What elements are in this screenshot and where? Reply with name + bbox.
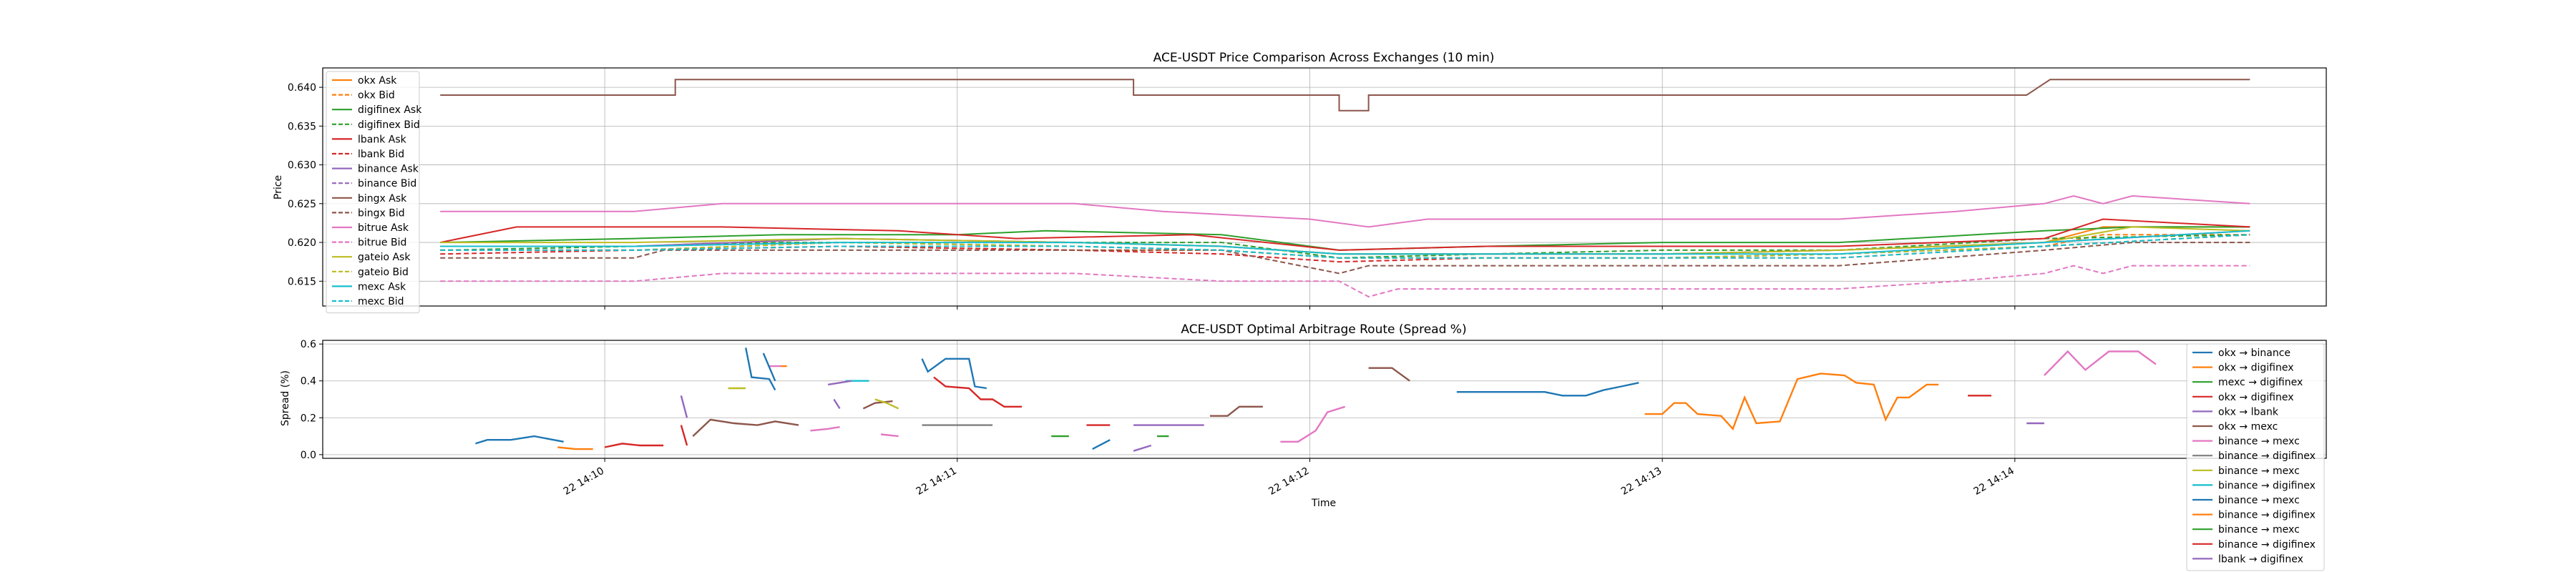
spread-line-binance-to-digifinex [680, 425, 688, 446]
spread-series-lines [475, 347, 2157, 452]
legend-entry: binance → digifinex [2218, 510, 2316, 521]
spread-plot-frame [322, 340, 2327, 459]
y-tick-label: 0.640 [288, 82, 316, 94]
legend-entry: lbank → digifinex [2218, 553, 2303, 565]
price-series-lines [440, 79, 2250, 298]
spread-grid [323, 340, 2326, 458]
spread-line-okx-to-digifinex [604, 443, 664, 448]
spread-line-okx-to-binance [1456, 382, 1639, 397]
legend-entry: lbank Bid [358, 149, 404, 160]
y-tick-label: 0.625 [288, 199, 316, 210]
y-tick-label: 0.6 [301, 339, 316, 350]
price-line-bitrue-bid [440, 265, 2250, 298]
price-grid [323, 68, 2326, 306]
price-plot-frame [322, 67, 2327, 307]
legend-entry: binance → digifinex [2218, 539, 2316, 551]
legend-entry: gateio Bid [358, 267, 409, 278]
price-line-bingx-bid [440, 242, 2250, 275]
spread-line-binance-to-mexc [880, 433, 899, 438]
legend-entry: gateio Ask [358, 252, 411, 263]
legend-entry: okx → mexc [2218, 421, 2278, 433]
legend-entry: bitrue Bid [358, 237, 406, 249]
spread-line-okx-to-binance [1092, 439, 1111, 450]
spread-line-okx-to-mexc [692, 418, 799, 437]
legend-entry: binance Ask [358, 164, 419, 175]
spread-line-okx-to-digifinex [933, 376, 1023, 408]
y-tick-label: 0.0 [301, 450, 316, 461]
legend-entry: digifinex Ask [358, 104, 422, 116]
spread-line-binance-to-mexc [810, 426, 840, 432]
legend-entry: lbank Ask [358, 134, 407, 145]
spread-line-okx-to-digifinex [557, 446, 593, 450]
spread-x-axis-label: Time [1311, 498, 1336, 509]
y-tick-label: 0.2 [301, 413, 316, 424]
y-tick-label: 0.4 [301, 376, 316, 388]
spread-line-okx-to-lbank [680, 395, 688, 418]
legend-entry: okx → digifinex [2218, 392, 2294, 403]
x-tick-label: 22 14:13 [1619, 465, 1664, 498]
spread-line-okx-to-lbank [833, 398, 841, 410]
y-tick-label: 0.620 [288, 237, 316, 249]
legend-entry: binance → mexc [2218, 495, 2300, 506]
spread-line-okx-to-binance [745, 347, 776, 391]
spread-line-okx-to-mexc [1368, 367, 1410, 382]
spread-line-okx-to-digifinex [1644, 373, 1939, 431]
legend-entry: bingx Ask [358, 193, 407, 204]
legend-box [2186, 343, 2325, 571]
legend-entry: binance → mexc [2218, 465, 2300, 477]
legend-entry: okx → digifinex [2218, 363, 2294, 374]
spread-line-okx-to-lbank [1133, 444, 1152, 452]
y-tick-label: 0.615 [288, 276, 316, 287]
price-line-mexc-ask [440, 230, 2250, 255]
x-tick-label: 22 14:10 [562, 465, 606, 498]
legend-entry: mexc → digifinex [2218, 377, 2303, 388]
spread-line-binance-to-mexc [2044, 350, 2157, 376]
spread-line-okx-to-mexc [1209, 405, 1263, 417]
legend-box [326, 71, 420, 314]
arbitrage-spread-chart: ACE-USDT Optimal Arbitrage Route (Spread… [280, 306, 2327, 571]
spread-line-okx-to-binance [921, 358, 987, 390]
price-y-ticks: 0.615 0.620 0.625 0.630 0.635 0.640 [288, 82, 323, 287]
legend-entry: binance → digifinex [2218, 480, 2316, 491]
x-tick-label: 22 14:14 [1972, 465, 2016, 498]
legend-entry: binance → mexc [2218, 524, 2300, 536]
legend-entry: okx Ask [358, 75, 397, 87]
spread-line-binance-to-mexc [1280, 405, 1346, 443]
spread-line-binance-to-mexc [874, 398, 899, 410]
legend-entry: binance → digifinex [2218, 450, 2316, 462]
x-tick-label: 22 14:12 [1267, 465, 1311, 498]
legend-entry: binance → mexc [2218, 436, 2300, 448]
y-tick-label: 0.630 [288, 160, 316, 172]
y-tick-label: 0.635 [288, 121, 316, 132]
price-comparison-chart: ACE-USDT Price Comparison Across Exchang… [273, 51, 2327, 314]
spread-chart-title: ACE-USDT Optimal Arbitrage Route (Spread… [1181, 322, 1466, 337]
price-line-lbank-ask [440, 218, 2250, 251]
price-y-axis-label: Price [273, 175, 284, 199]
legend-entry: mexc Ask [358, 281, 406, 292]
legend-entry: bingx Bid [358, 207, 405, 219]
price-chart-title: ACE-USDT Price Comparison Across Exchang… [1153, 51, 1495, 65]
spread-line-okx-to-binance [475, 435, 564, 445]
price-line-mexc-bid [440, 234, 2250, 259]
spread-y-axis-label: Spread (%) [280, 370, 291, 426]
legend-entry: okx → lbank [2218, 406, 2279, 418]
spread-line-lbank-to-digifinex [828, 380, 852, 386]
legend-entry: binance Bid [358, 178, 416, 189]
legend-entry: okx → binance [2218, 347, 2290, 359]
legend-entry: mexc Bid [358, 296, 404, 307]
x-tick-label: 22 14:11 [914, 465, 959, 498]
spread-legend: okx → binance okx → digifinex mexc → digif… [2186, 343, 2325, 571]
price-line-bitrue-ask [440, 194, 2250, 228]
spread-line-binance-to-mexc [762, 352, 776, 382]
spread-y-ticks: 0.0 0.2 0.4 0.6 [301, 339, 323, 461]
price-line-bingx-ask [440, 79, 2250, 112]
legend-entry: digifinex Bid [358, 119, 420, 131]
price-legend: okx Ask okx Bid digifinex Ask digifinex Bid… [326, 71, 422, 314]
spread-line-okx-to-mexc [862, 400, 893, 410]
legend-entry: okx Bid [358, 90, 395, 102]
legend-entry: bitrue Ask [358, 222, 409, 234]
